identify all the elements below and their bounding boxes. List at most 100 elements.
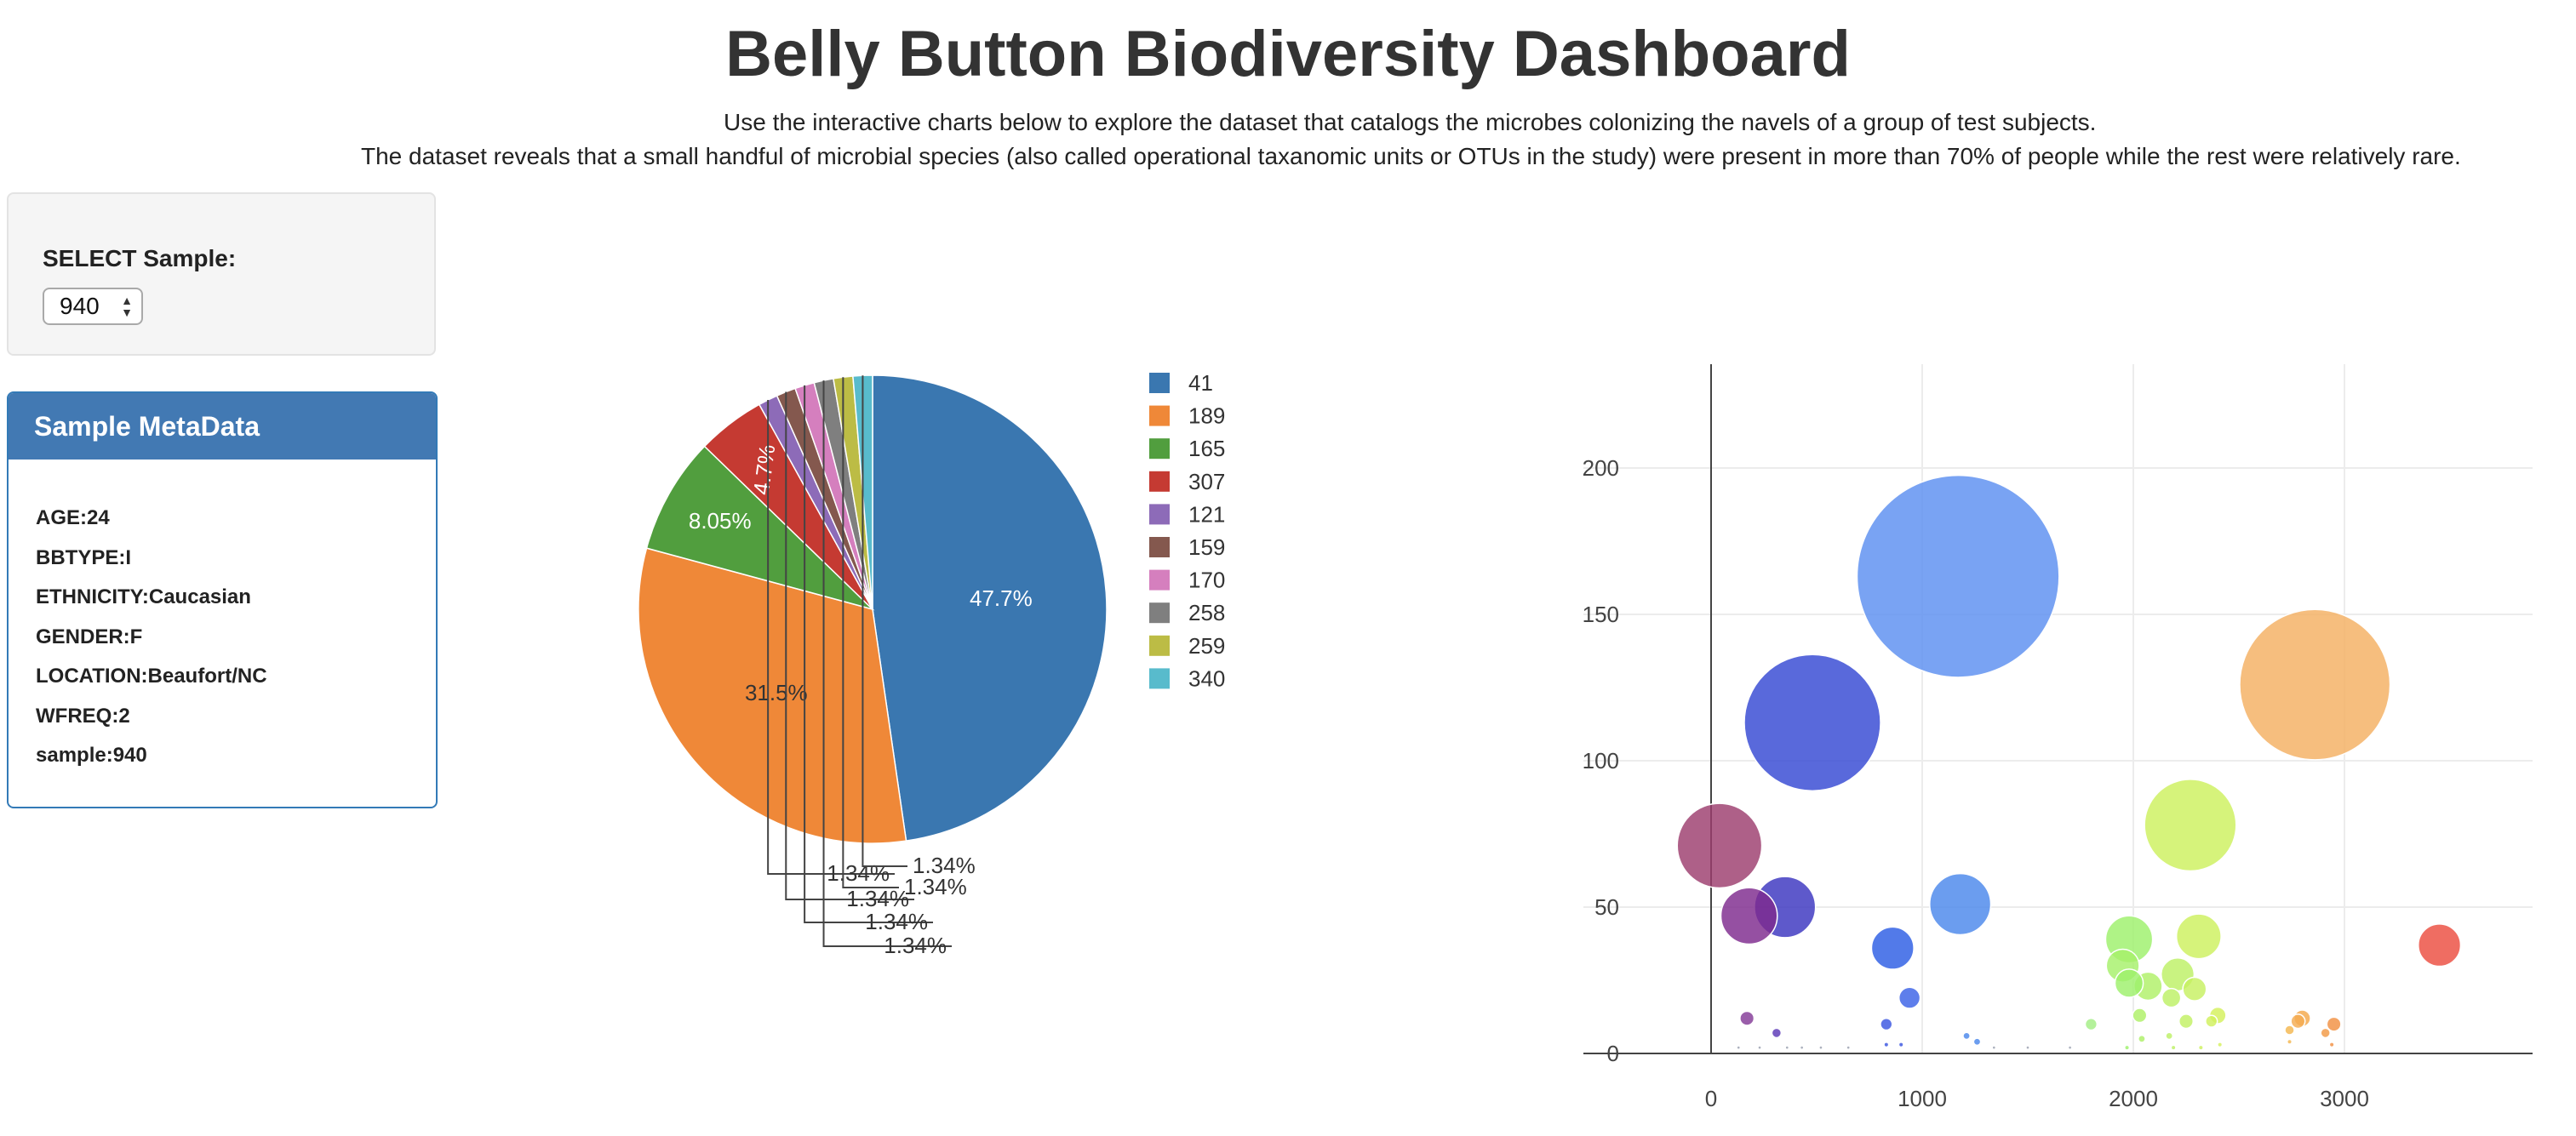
page-description-line2: The dataset reveals that a small handful…	[361, 143, 2461, 169]
bubble-point[interactable]	[2182, 976, 2207, 1002]
bubble-point[interactable]	[1962, 1031, 1971, 1041]
pie-leader-line	[767, 399, 895, 875]
bubble-point[interactable]	[2132, 1008, 2148, 1024]
x-tick-label: 1000	[1898, 1086, 1947, 1111]
legend-swatch	[1149, 471, 1170, 492]
legend-label[interactable]: 259	[1188, 633, 1225, 659]
pie-slice-label: 1.34%	[904, 874, 967, 899]
bubble-point[interactable]	[2205, 1014, 2218, 1028]
pie-slice-165[interactable]	[645, 445, 875, 611]
pie-slice-189[interactable]	[638, 547, 907, 844]
metadata-item: AGE:24	[36, 506, 110, 529]
pie-leader-line	[804, 385, 933, 923]
bubble-point[interactable]	[1736, 1045, 1742, 1050]
legend-label[interactable]: 159	[1188, 534, 1225, 560]
bubble-point[interactable]	[2284, 1025, 2295, 1036]
bubble-point[interactable]	[1870, 926, 1915, 970]
legend-label[interactable]: 307	[1188, 469, 1225, 494]
legend-swatch	[1149, 668, 1170, 689]
updown-arrows-icon: ▲ ▼	[121, 294, 133, 319]
bubble-point[interactable]	[2170, 1044, 2177, 1051]
bubble-point[interactable]	[1676, 802, 1763, 889]
bubble-point[interactable]	[2175, 913, 2222, 960]
bubble-point[interactable]	[1799, 1045, 1805, 1050]
metadata-heading: Sample MetaData	[9, 393, 436, 460]
legend-label[interactable]: 41	[1188, 370, 1213, 396]
pie-slice-label: 1.34%	[865, 909, 928, 934]
legend-label[interactable]: 121	[1188, 501, 1225, 527]
bubble-point[interactable]	[2124, 1044, 2131, 1051]
bubble-point[interactable]	[1898, 1042, 1904, 1048]
bubble-point[interactable]	[2025, 1045, 2030, 1050]
bubble-point[interactable]	[2197, 1044, 2204, 1051]
bubble-point[interactable]	[2144, 779, 2237, 872]
bubble-point[interactable]	[2114, 968, 2144, 998]
legend-swatch	[1149, 635, 1170, 656]
metadata-item: LOCATION:Beaufort/NC	[36, 665, 267, 688]
bubble-point[interactable]	[2138, 1034, 2146, 1043]
bubble-point[interactable]	[2161, 987, 2182, 1008]
bubble-point[interactable]	[1898, 986, 1921, 1009]
bubble-point[interactable]	[2239, 608, 2391, 761]
bubble-point[interactable]	[1972, 1037, 1982, 1047]
sample-metadata-panel: Sample MetaData AGE:24 BBTYPE:I ETHNICIT…	[7, 391, 438, 808]
legend-label[interactable]: 170	[1188, 568, 1225, 593]
x-tick-label: 3000	[2320, 1086, 2369, 1111]
bubble-point[interactable]	[2326, 1016, 2342, 1032]
bubble-point[interactable]	[1818, 1045, 1823, 1050]
legend-swatch	[1149, 569, 1170, 591]
bubble-point[interactable]	[2290, 1013, 2306, 1030]
pie-slice-label: 1.34%	[846, 886, 909, 911]
legend-label[interactable]: 165	[1188, 436, 1225, 461]
legend-swatch	[1149, 373, 1170, 393]
legend-swatch	[1149, 537, 1170, 557]
y-tick-label: 150	[1583, 602, 1619, 627]
bubble-point[interactable]	[2084, 1017, 2098, 1031]
bubble-point[interactable]	[2067, 1045, 2073, 1050]
bubble-point[interactable]	[1991, 1045, 1997, 1050]
metadata-item: GENDER:F	[36, 625, 143, 648]
bubble-point[interactable]	[1880, 1017, 1893, 1031]
sample-select-panel: SELECT Sample: 940 ▲ ▼	[7, 192, 436, 356]
bubble-point[interactable]	[1846, 1045, 1852, 1050]
bubble-point[interactable]	[1929, 872, 1992, 936]
x-tick-label: 2000	[2109, 1086, 2158, 1111]
pie-chart[interactable]: 47.7% 31.5% 8.05% 4.7% 1.34% 1.34% 1.34% 1.34% 1…	[553, 323, 1319, 970]
bubble-point[interactable]	[1743, 654, 1881, 792]
bubble-point[interactable]	[1720, 887, 1778, 945]
bubble-point[interactable]	[2217, 1042, 2224, 1048]
bubble-point[interactable]	[1771, 1027, 1783, 1039]
bubble-point[interactable]	[2320, 1027, 2331, 1039]
pie-leader-line	[822, 380, 952, 947]
sample-select-label: SELECT Sample:	[43, 245, 237, 271]
legend-label[interactable]: 258	[1188, 600, 1225, 625]
bubble-point[interactable]	[2287, 1038, 2293, 1045]
pie-slice-label: 1.34%	[827, 860, 890, 886]
page-description-line1: Use the interactive charts below to expl…	[724, 109, 2097, 135]
bubble-chart[interactable]: 0 1000 2000 3000 0 50 100 150 200	[1498, 340, 2554, 1132]
y-tick-label: 200	[1583, 455, 1619, 481]
bubble-point[interactable]	[1883, 1042, 1890, 1048]
metadata-list: AGE:24 BBTYPE:I ETHNICITY:Caucasian GEND…	[36, 499, 267, 776]
bubble-point[interactable]	[1739, 1010, 1755, 1026]
bubble-point[interactable]	[2178, 1013, 2195, 1030]
pie-slice-label: 47.7%	[970, 585, 1033, 611]
bubble-point[interactable]	[1856, 474, 2060, 678]
sample-select-dropdown[interactable]: 940 ▲ ▼	[43, 288, 143, 325]
pie-leader-line	[785, 391, 914, 900]
pie-slice-41[interactable]	[872, 374, 1108, 842]
metadata-item: BBTYPE:I	[36, 545, 132, 569]
legend-label[interactable]: 189	[1188, 403, 1225, 429]
metadata-item: ETHNICITY:Caucasian	[36, 585, 251, 608]
pie-slice-label: 8.05%	[689, 508, 752, 534]
bubble-point[interactable]	[1757, 1045, 1762, 1050]
bubble-point[interactable]	[2328, 1042, 2335, 1048]
bubble-point[interactable]	[2165, 1031, 2174, 1041]
bubble-point[interactable]	[2418, 923, 2462, 968]
y-tick-label: 50	[1594, 894, 1619, 920]
pie-leader-line	[842, 377, 899, 888]
pie-slice-label: 1.34%	[913, 853, 976, 878]
bubble-point[interactable]	[1784, 1045, 1790, 1050]
legend-label[interactable]: 340	[1188, 665, 1225, 691]
